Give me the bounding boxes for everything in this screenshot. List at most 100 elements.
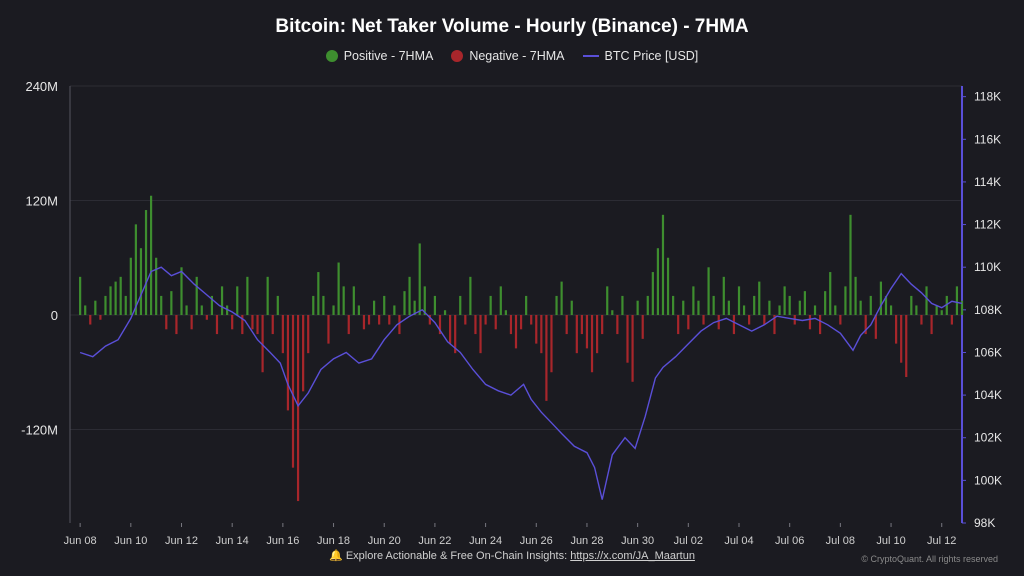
bar-positive — [459, 295, 462, 315]
bar-negative — [438, 314, 442, 335]
bar-positive — [317, 272, 320, 315]
bar-negative — [748, 314, 751, 325]
bar-positive — [915, 305, 918, 315]
bar-positive — [220, 286, 224, 315]
bar-negative — [702, 314, 705, 325]
bar-negative — [362, 314, 366, 330]
legend-item-positive[interactable]: Positive - 7HMA — [325, 49, 434, 63]
bar-negative — [895, 314, 898, 344]
bell-icon: 🔔 — [329, 550, 343, 562]
x-tick-label: Jul 04 — [724, 535, 753, 547]
bar-negative — [241, 314, 244, 335]
bar-negative — [565, 314, 568, 335]
x-tick-label: Jul 02 — [674, 535, 703, 547]
bar-negative — [398, 314, 401, 335]
bar-negative — [773, 314, 776, 335]
bar-positive — [84, 305, 87, 315]
bar-positive — [413, 300, 416, 315]
bar-negative — [920, 314, 923, 325]
bar-positive — [383, 295, 386, 315]
bar-positive — [525, 295, 528, 315]
y-right-tick-label: 112K — [974, 218, 1001, 232]
x-tick-label: Jun 14 — [216, 535, 249, 547]
bar-negative — [286, 314, 290, 411]
y-right-tick-label: 118K — [974, 90, 1001, 104]
bar-positive — [433, 295, 437, 315]
bar-negative — [641, 314, 644, 339]
bar-positive — [114, 281, 117, 315]
bar-positive — [180, 267, 183, 315]
bar-negative — [454, 314, 457, 354]
bar-negative — [302, 314, 305, 392]
bar-positive — [185, 305, 188, 315]
bar-positive — [322, 295, 325, 315]
legend-item-price[interactable]: BTC Price [USD] — [582, 49, 698, 63]
bar-positive — [666, 257, 670, 315]
bar-positive — [560, 281, 563, 315]
bar-positive — [889, 305, 893, 315]
x-tick-label: Jul 10 — [876, 535, 905, 547]
legend-label-positive: Positive - 7HMA — [343, 49, 434, 63]
x-tick-label: Jun 16 — [266, 535, 299, 547]
bar-negative — [99, 314, 102, 320]
bar-positive — [499, 286, 502, 315]
y-left-tick-label: 120M — [25, 193, 58, 208]
y-right-tick-label: 104K — [974, 388, 1002, 402]
x-tick-label: Jun 12 — [165, 535, 198, 547]
bar-positive — [357, 305, 360, 315]
bar-negative — [479, 314, 482, 354]
bar-positive — [960, 300, 964, 315]
bar-positive — [925, 286, 928, 315]
footer-link[interactable]: https://x.com/JA_Maartun — [570, 550, 695, 562]
bar-positive — [854, 276, 857, 315]
bar-positive — [170, 291, 173, 315]
bar-positive — [621, 295, 624, 315]
copyright: © CryptoQuant. All rights reserved — [861, 554, 998, 564]
legend-item-negative[interactable]: Negative - 7HMA — [451, 49, 565, 63]
x-tick-label: Jul 08 — [826, 535, 855, 547]
y-right-tick-label: 108K — [974, 303, 1002, 317]
bar-positive — [945, 295, 948, 315]
bar-negative — [530, 314, 533, 325]
bar-negative — [717, 314, 720, 330]
bar-positive — [79, 276, 82, 315]
bar-positive — [672, 295, 675, 315]
bar-positive — [829, 272, 832, 315]
bar-positive — [955, 286, 959, 315]
bar-negative — [575, 314, 578, 354]
bar-negative — [484, 314, 487, 325]
bar-negative — [165, 314, 168, 330]
bar-negative — [930, 314, 933, 335]
bar-positive — [788, 295, 791, 315]
bar-negative — [550, 314, 553, 373]
legend: Positive - 7HMA Negative - 7HMA BTC Pric… — [0, 49, 1024, 63]
bar-negative — [509, 314, 513, 335]
y-left-tick-label: 0 — [51, 308, 58, 323]
x-tick-label: Jul 06 — [775, 535, 804, 547]
bar-positive — [742, 305, 746, 315]
bar-positive — [570, 300, 573, 315]
bar-negative — [874, 314, 877, 339]
bar-positive — [712, 295, 715, 315]
bar-positive — [393, 305, 396, 315]
bar-negative — [545, 314, 548, 401]
bar-positive — [200, 305, 203, 315]
x-tick-label: Jun 24 — [469, 535, 502, 547]
bar-negative — [950, 314, 953, 325]
bar-positive — [813, 305, 817, 315]
bar-negative — [687, 314, 690, 330]
x-tick-label: Jun 20 — [368, 535, 401, 547]
bar-positive — [727, 300, 730, 315]
bar-negative — [595, 314, 599, 354]
bar-negative — [585, 314, 589, 349]
bar-positive — [798, 300, 801, 315]
bar-positive — [768, 300, 771, 315]
bar-negative — [677, 314, 680, 335]
bar-positive — [707, 267, 710, 315]
bar-positive — [266, 276, 269, 315]
price-line-icon — [582, 55, 599, 57]
bar-positive — [737, 286, 741, 315]
bar-negative — [190, 314, 193, 330]
bar-negative — [494, 314, 497, 330]
